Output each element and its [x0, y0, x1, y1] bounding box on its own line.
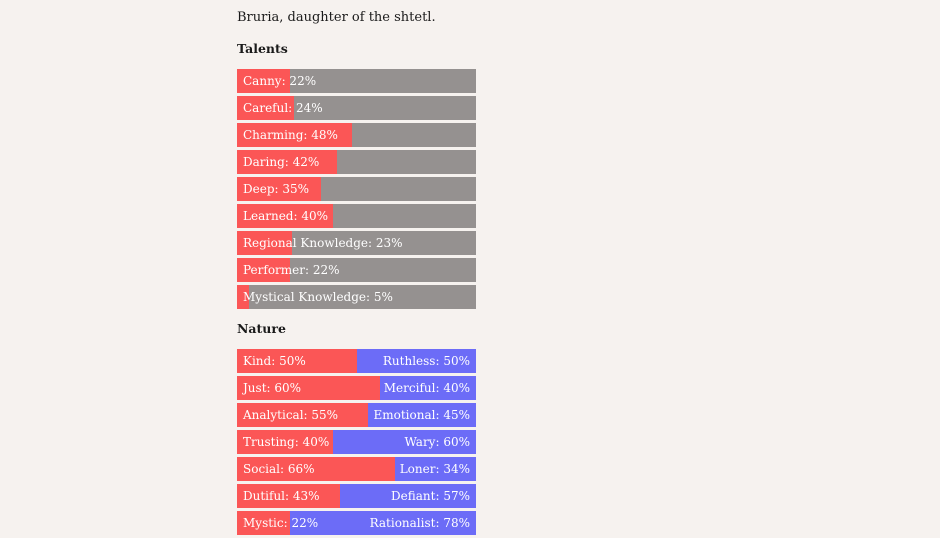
nature-bar-fill — [237, 376, 381, 400]
nature-left-label: Dutiful: 43% — [243, 489, 320, 503]
talent-bar-fill — [237, 177, 321, 201]
talent-label: Canny: 22% — [243, 74, 317, 88]
nature-left-label: Just: 60% — [243, 381, 302, 395]
character-subtitle: Bruria, daughter of the shtetl. — [237, 10, 436, 25]
nature-bar: Just: 60% Merciful: 40% — [237, 376, 476, 400]
talent-bar-fill — [237, 69, 290, 93]
talents-heading: Talents — [237, 41, 288, 56]
talent-bar: Daring: 42% — [237, 150, 476, 174]
nature-bar-fill — [237, 484, 340, 508]
talent-label: Mystical Knowledge: 5% — [243, 290, 393, 304]
nature-right-label: Merciful: 40% — [383, 381, 470, 395]
nature-right-label: Rationalist: 78% — [369, 516, 470, 530]
talent-bar-fill — [237, 204, 333, 228]
nature-left-label: Analytical: 55% — [243, 408, 339, 422]
talent-bar-fill — [237, 96, 295, 120]
talent-bar-fill — [237, 285, 249, 309]
nature-left-label: Social: 66% — [243, 462, 315, 476]
talent-label: Performer: 22% — [243, 263, 340, 277]
talent-bar-fill — [237, 150, 338, 174]
nature-left-label: Trusting: 40% — [243, 435, 330, 449]
nature-bar: Dutiful: 43% Defiant: 57% — [237, 484, 476, 508]
talent-bar-fill — [237, 231, 292, 255]
talent-bar: Careful: 24% — [237, 96, 476, 120]
talent-bar-fill — [237, 123, 352, 147]
nature-left-label: Kind: 50% — [243, 354, 306, 368]
talent-bar: Deep: 35% — [237, 177, 476, 201]
talents-list: Canny: 22% Careful: 24% Charming: 48% Darin… — [237, 69, 476, 312]
nature-heading: Nature — [237, 321, 286, 336]
talent-bar-fill — [237, 258, 290, 282]
talent-bar: Regional Knowledge: 23% — [237, 231, 476, 255]
nature-bar: Mystic: 22% Rationalist: 78% — [237, 511, 476, 535]
nature-right-label: Wary: 60% — [404, 435, 471, 449]
talent-bar: Mystical Knowledge: 5% — [237, 285, 476, 309]
talent-label: Daring: 42% — [243, 155, 320, 169]
talent-bar: Learned: 40% — [237, 204, 476, 228]
talent-bar: Charming: 48% — [237, 123, 476, 147]
nature-bar: Analytical: 55% Emotional: 45% — [237, 403, 476, 427]
nature-bar-fill — [237, 457, 395, 481]
nature-right-label: Defiant: 57% — [391, 489, 470, 503]
talent-bar: Canny: 22% — [237, 69, 476, 93]
nature-left-label: Mystic: 22% — [243, 516, 319, 530]
nature-bar-fill — [237, 403, 369, 427]
talent-label: Charming: 48% — [243, 128, 338, 142]
nature-bar: Social: 66% Loner: 34% — [237, 457, 476, 481]
nature-bar-fill — [237, 349, 357, 373]
nature-right-label: Ruthless: 50% — [382, 354, 470, 368]
nature-bar: Trusting: 40% Wary: 60% — [237, 430, 476, 454]
nature-right-label: Emotional: 45% — [373, 408, 471, 422]
nature-bar: Kind: 50% Ruthless: 50% — [237, 349, 476, 373]
talent-label: Learned: 40% — [243, 209, 329, 223]
talent-label: Deep: 35% — [243, 182, 310, 196]
nature-right-label: Loner: 34% — [399, 462, 470, 476]
talent-label: Regional Knowledge: 23% — [243, 236, 403, 250]
nature-bar-fill — [237, 430, 333, 454]
talent-bar: Performer: 22% — [237, 258, 476, 282]
nature-list: Kind: 50% Ruthless: 50% Just: 60% Merciful:… — [237, 349, 476, 538]
talent-label: Careful: 24% — [243, 101, 323, 115]
